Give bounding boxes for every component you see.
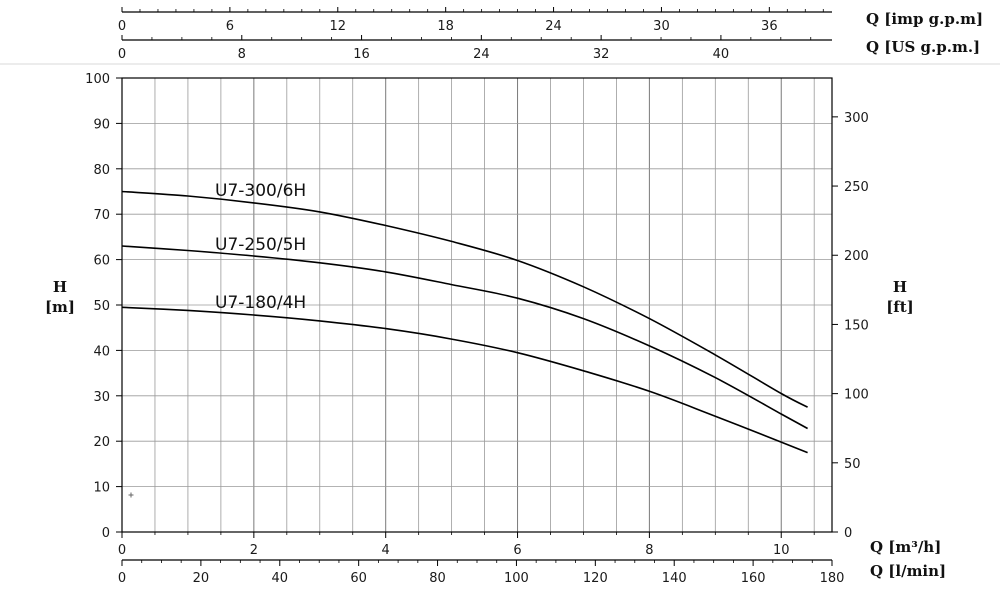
axis-units: H [m] H [ft] Q [m³/h] Q [l/min] Q [imp g.p.m] Q…	[45, 10, 983, 580]
y-left-tick-label: 50	[93, 299, 110, 314]
x-lmin-unit: Q [l/min]	[870, 562, 946, 580]
x-us-unit: Q [US g.p.m.]	[866, 38, 980, 56]
x-imp-tick-label: 6	[226, 19, 234, 34]
x-us-tick-label: 40	[713, 47, 730, 62]
grid	[122, 78, 832, 532]
x-imp-tick-label: 24	[545, 19, 562, 34]
y-right-tick-label: 100	[844, 388, 869, 403]
curve-u7-180-4h	[121, 306, 808, 454]
y-left-tick-label: 90	[93, 117, 110, 132]
y-right-unit-top: H	[893, 278, 907, 296]
y-left-tick-label: 20	[93, 435, 110, 450]
curves	[121, 190, 808, 454]
y-left-tick-label: 10	[93, 481, 110, 496]
y-right-tick-label: 0	[844, 526, 852, 541]
x-m3h-tick-label: 2	[250, 543, 258, 558]
curve-label: U7-300/6H	[215, 181, 306, 201]
x-us-tick-label: 8	[238, 47, 246, 62]
x-us-tick-label: 16	[353, 47, 370, 62]
x-lmin-tick-label: 60	[350, 571, 367, 586]
y-right-tick-label: 300	[844, 111, 869, 126]
curve-labels: U7-300/6H U7-250/5H U7-180/4H	[215, 181, 306, 313]
x-lmin-tick-label: 160	[741, 571, 766, 586]
y-right-tick-label: 200	[844, 249, 869, 264]
x-imp-tick-label: 36	[761, 19, 778, 34]
curve-u7-300-6h	[121, 190, 808, 408]
x-lmin-tick-label: 80	[429, 571, 446, 586]
y-left-tick-label: 40	[93, 344, 110, 359]
x-lmin-tick-label: 180	[820, 571, 845, 586]
y-axis-left: 0 10 20 30 40 50 60 70 80 90 100	[85, 72, 122, 541]
x-imp-unit: Q [imp g.p.m]	[866, 10, 983, 28]
x-m3h-tick-label: 8	[645, 543, 653, 558]
x-us-tick-label: 24	[473, 47, 490, 62]
y-left-unit-top: H	[53, 278, 67, 296]
y-left-tick-label: 70	[93, 208, 110, 223]
bottom-axes: 0 2 4 6 8 100 20 40 60 80 100 120 140 160 180	[118, 532, 845, 586]
x-us-tick-label: 32	[593, 47, 610, 62]
x-us-tick-label: 0	[118, 47, 126, 62]
y-axis-right: 0 50 100 150 200 250 300	[832, 111, 869, 541]
x-lmin-tick-label: 40	[272, 571, 289, 586]
y-left-unit-bottom: [m]	[45, 298, 75, 316]
x-m3h-tick-label: 4	[382, 543, 390, 558]
y-left-tick-label: 100	[85, 72, 110, 87]
y-right-tick-label: 150	[844, 318, 869, 333]
x-m3h-tick-label: 0	[118, 543, 126, 558]
x-lmin-tick-label: 100	[504, 571, 529, 586]
y-left-tick-label: 80	[93, 163, 110, 178]
top-axes: 0 6 12 18 24 30 36 0 8 16 24 32 40	[0, 7, 1000, 65]
y-right-unit-bottom: [ft]	[886, 298, 914, 316]
x-lmin-tick-label: 20	[193, 571, 210, 586]
curve-label: U7-180/4H	[215, 293, 306, 313]
x-imp-tick-label: 12	[330, 19, 347, 34]
curve-u7-250-5h	[121, 245, 808, 430]
x-lmin-tick-label: 140	[662, 571, 687, 586]
x-lmin-tick-label: 0	[118, 571, 126, 586]
x-lmin-tick-label: 120	[583, 571, 608, 586]
curve-label: U7-250/5H	[215, 235, 306, 255]
x-m3h-tick-label: 6	[513, 543, 521, 558]
y-left-tick-label: 60	[93, 254, 110, 269]
y-right-tick-label: 50	[844, 457, 861, 472]
x-imp-tick-label: 18	[437, 19, 454, 34]
x-m3h-unit: Q [m³/h]	[870, 538, 941, 556]
x-imp-tick-label: 0	[118, 19, 126, 34]
y-right-tick-label: 250	[844, 180, 869, 195]
x-m3h-tick-label: 10	[773, 543, 790, 558]
y-left-tick-label: 0	[102, 526, 110, 541]
y-left-tick-label: 30	[93, 390, 110, 405]
x-imp-tick-label: 30	[653, 19, 670, 34]
